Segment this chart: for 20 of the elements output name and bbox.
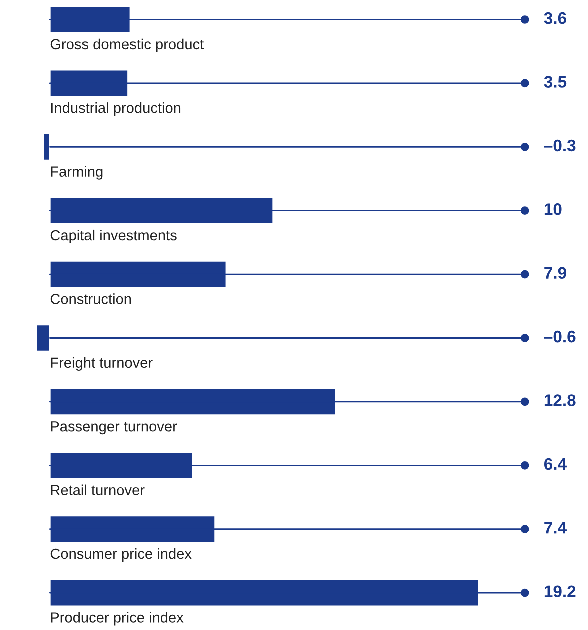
data-label: 19.2 xyxy=(544,586,576,598)
data-label: 7.4 xyxy=(544,522,567,534)
data-label: –0.6 xyxy=(544,330,576,343)
data-label: 12.8 xyxy=(544,394,576,406)
y-tick-label: Consumer price index xyxy=(50,548,192,562)
y-tick-label: Gross domestic product xyxy=(50,38,204,52)
y-tick-label: Capital investments xyxy=(50,230,177,244)
y-tick-label: Industrial production xyxy=(51,102,181,116)
data-label: 3.6 xyxy=(544,12,566,24)
y-tick-label: Farming xyxy=(51,166,103,180)
data-label: 6.4 xyxy=(544,458,567,470)
y-tick-label: Producer price index xyxy=(51,612,184,626)
data-label: 10 xyxy=(544,204,562,216)
y-tick-label: Retail turnover xyxy=(51,484,145,496)
y-tick-label: Construction xyxy=(50,294,132,304)
data-label: –0.3 xyxy=(544,140,576,152)
data-label: 7.9 xyxy=(544,267,566,280)
y-tick-label: Passenger turnover xyxy=(51,422,178,435)
y-tick-label: Freight turnover xyxy=(51,357,153,371)
data-label: 3.5 xyxy=(544,76,567,88)
